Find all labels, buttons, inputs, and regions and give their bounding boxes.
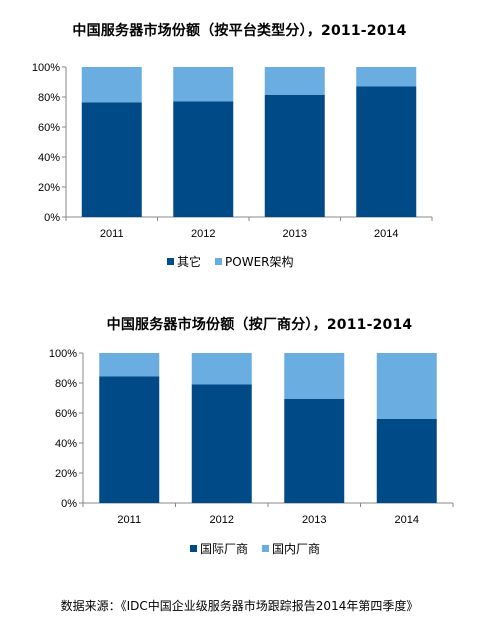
bar-segment	[356, 86, 417, 217]
legend-label-domestic: 国内厂商	[272, 542, 321, 556]
bar-segment	[81, 102, 142, 217]
y-tick-label: 60%	[55, 408, 77, 420]
bar-segment	[191, 384, 252, 503]
legend-platform: 其它 POWER架构	[167, 253, 303, 270]
x-tick-label: 2013	[302, 514, 326, 526]
bar-segment	[264, 67, 325, 95]
legend-item-international: 国际厂商	[190, 540, 248, 557]
legend-vendor: 国际厂商 国内厂商	[190, 540, 330, 557]
y-tick-label: 60%	[38, 122, 60, 134]
x-tick-label: 2011	[100, 228, 124, 240]
bar-segment	[99, 376, 160, 503]
x-tick-label: 2012	[210, 514, 234, 526]
legend-swatch-power	[215, 258, 223, 265]
legend-item-domestic: 国内厂商	[262, 540, 320, 557]
y-tick-label: 80%	[38, 92, 60, 104]
legend-item-power: POWER架构	[215, 253, 293, 270]
bar-segment	[284, 353, 345, 399]
y-tick-label: 0%	[44, 212, 60, 224]
legend-swatch-international	[190, 545, 197, 552]
chart-title-platform: 中国服务器市场份额（按平台类型分），2011-2014	[72, 23, 407, 39]
bar-segment	[99, 353, 160, 377]
y-tick-label: 20%	[38, 182, 60, 194]
chart-platform-type: 0% 20% 40% 60% 80% 100% 2011 2012 2013 2014	[32, 62, 433, 240]
bar-segment	[191, 353, 252, 385]
bar-segment	[356, 67, 417, 87]
bar-segment	[284, 398, 345, 503]
legend-label-other: 其它	[177, 255, 202, 269]
x-tick-label: 2013	[283, 228, 307, 240]
bar-segment	[264, 94, 325, 217]
data-source-note: 数据来源：《IDC中国企业级服务器市场跟踪报告2014年第四季度》	[60, 599, 419, 613]
y-tick-label: 20%	[55, 468, 77, 480]
chart-vendor: 0% 20% 40% 60% 80% 100% 2011 2012 2013 2014	[49, 348, 454, 526]
y-tick-label: 40%	[38, 152, 60, 164]
legend-swatch-other	[167, 258, 174, 265]
legend-swatch-domestic	[262, 545, 270, 552]
bar-segment	[376, 353, 437, 419]
legend-label-power: POWER架构	[225, 255, 294, 269]
x-tick-label: 2011	[117, 514, 141, 526]
y-tick-label: 100%	[49, 348, 77, 360]
bar-segment	[376, 419, 437, 503]
x-tick-label: 2014	[374, 228, 398, 240]
y-tick-label: 40%	[55, 438, 77, 450]
x-tick-label: 2012	[191, 228, 215, 240]
y-tick-label: 80%	[55, 378, 77, 390]
bar-segment	[173, 67, 234, 102]
bar-segment	[81, 67, 142, 103]
y-tick-label: 0%	[61, 498, 77, 510]
x-tick-label: 2014	[395, 514, 419, 526]
chart-title-vendor: 中国服务器市场份额（按厂商分），2011-2014	[106, 317, 413, 333]
bar-segment	[173, 101, 234, 217]
legend-label-international: 国际厂商	[200, 542, 249, 556]
legend-item-other: 其它	[167, 253, 201, 270]
y-tick-label: 100%	[32, 62, 60, 74]
